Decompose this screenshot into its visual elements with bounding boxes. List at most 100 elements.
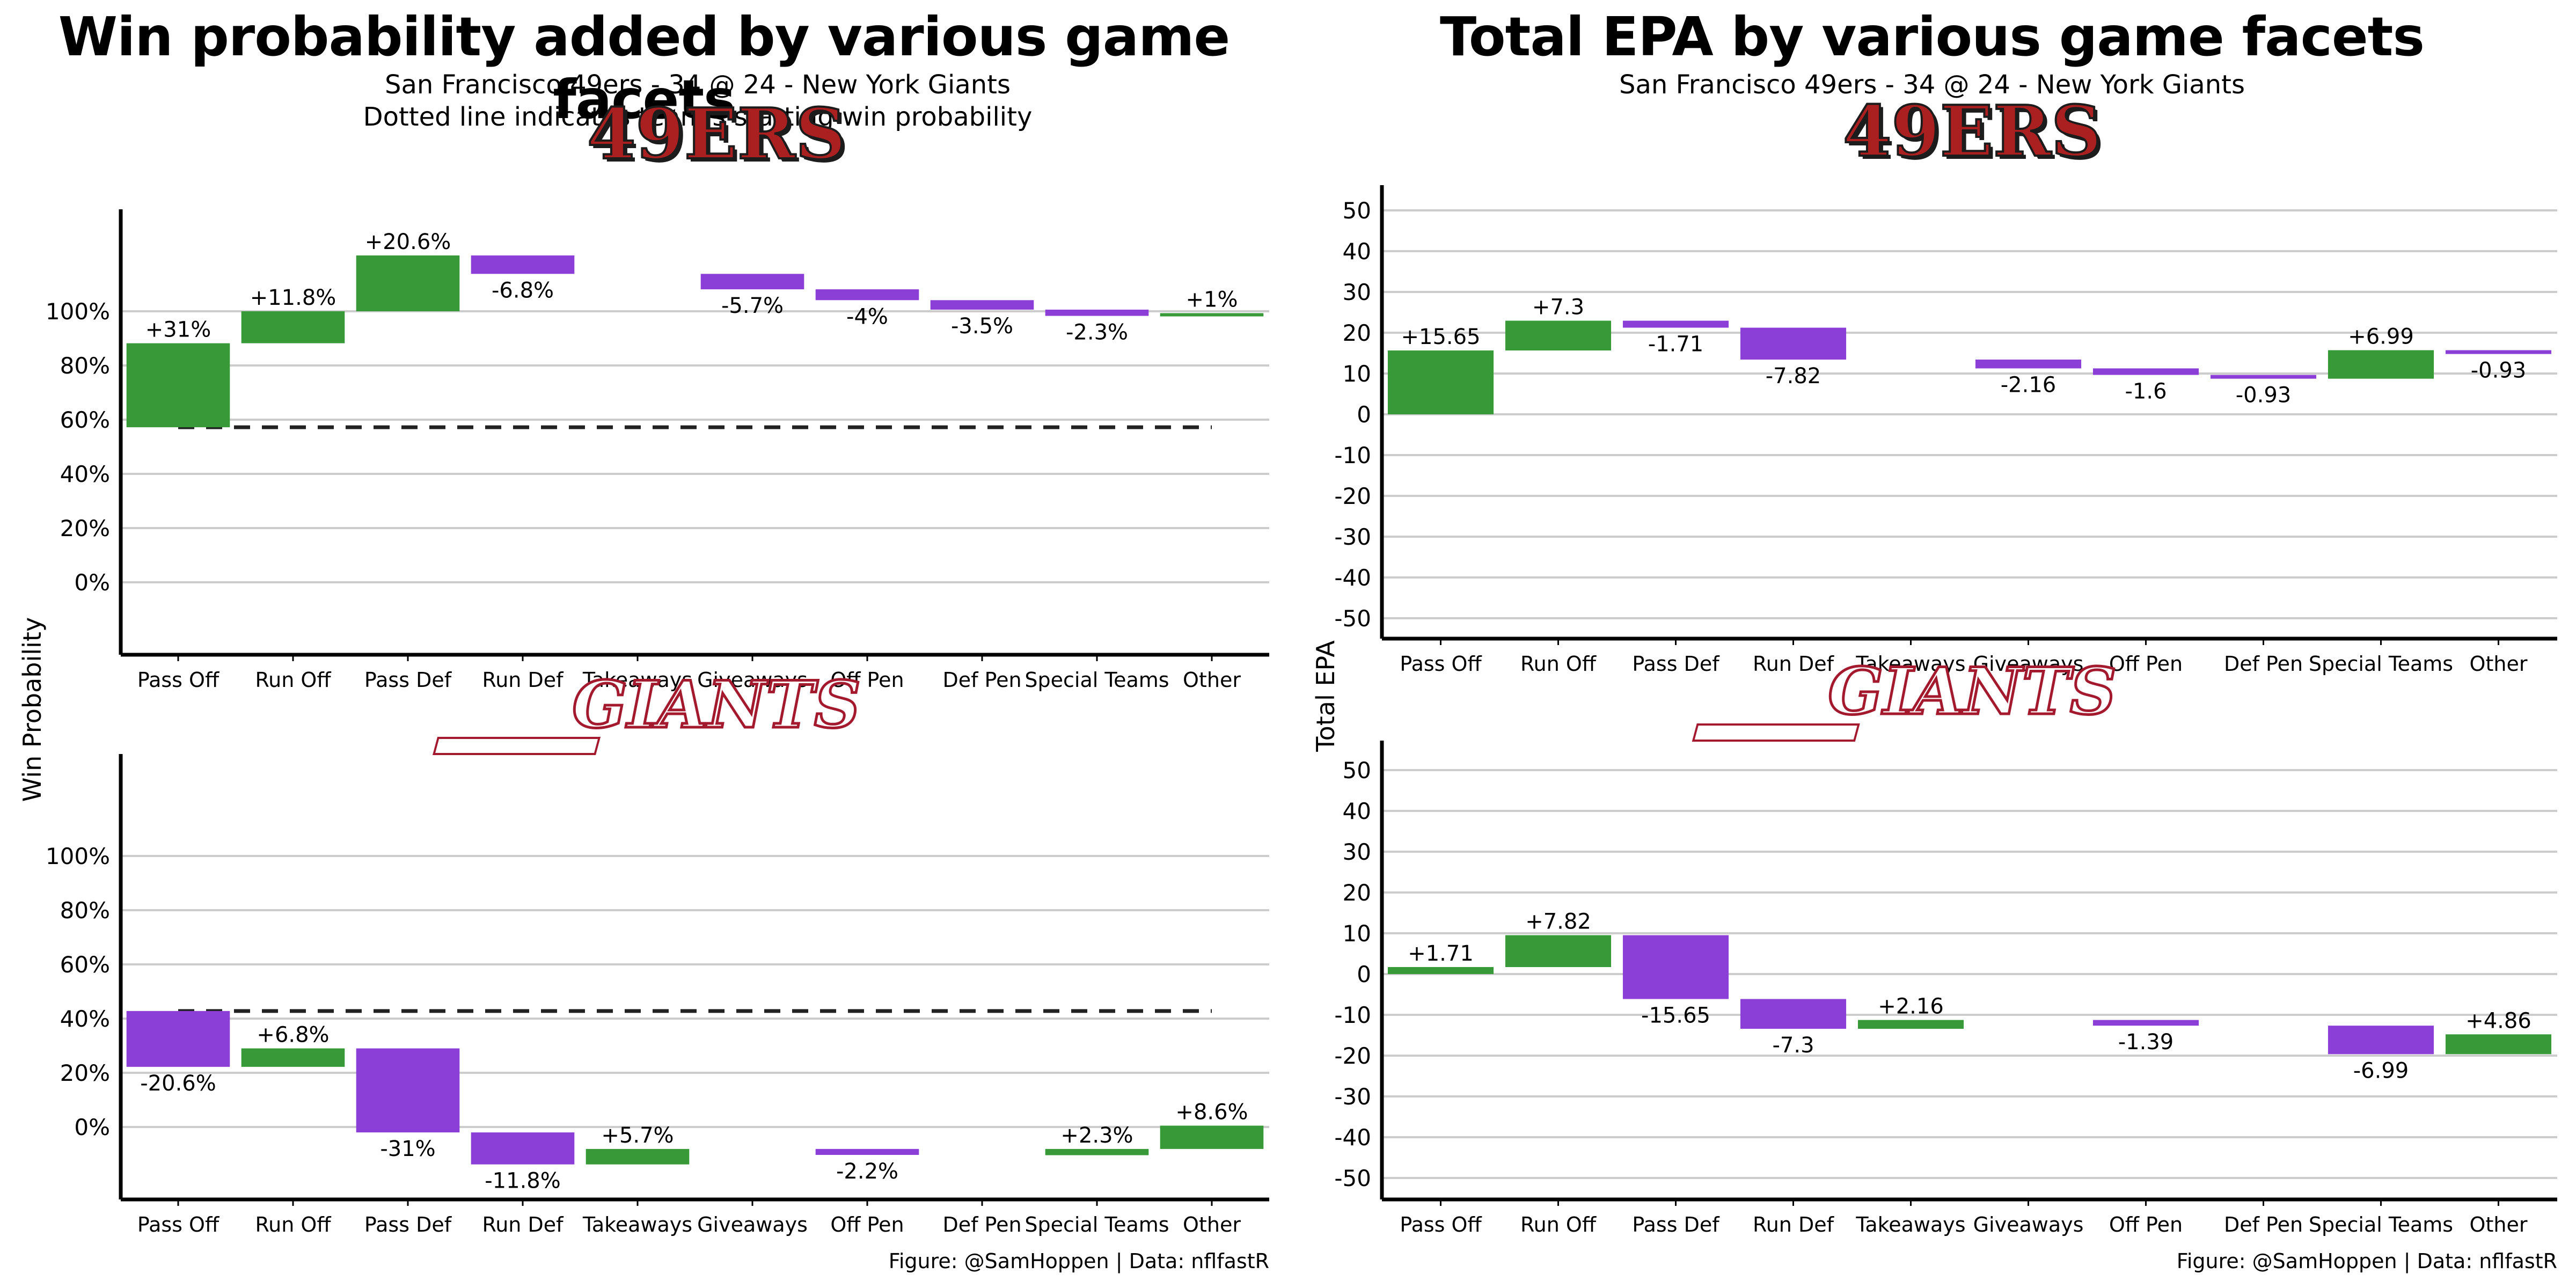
x-tick-label: Def Pen (2224, 652, 2303, 676)
bar (1505, 320, 1612, 351)
team-logo-underline (432, 737, 601, 755)
data-label: +5.7% (601, 1123, 674, 1148)
bar (2092, 1020, 2199, 1026)
y-tick-label: -30 (1334, 524, 1371, 550)
x-tick-label: Takeaways (582, 1213, 692, 1236)
y-tick-label: 50 (1343, 757, 1371, 784)
bar (241, 311, 345, 343)
bar (471, 1132, 575, 1165)
bar (126, 343, 230, 428)
bar (356, 255, 460, 311)
bar (815, 1148, 919, 1155)
bar (471, 255, 575, 274)
data-label: +11.8% (250, 286, 336, 310)
y-tick-label: -20 (1334, 1043, 1371, 1069)
x-tick-label: Run Def (1753, 1213, 1835, 1236)
x-tick-label: Pass Off (1400, 1213, 1482, 1236)
data-label: -3.5% (951, 314, 1013, 339)
x-tick-label: Giveaways (1973, 652, 2084, 676)
y-tick-label: 100% (46, 298, 110, 325)
x-tick-label: Other (2470, 652, 2528, 676)
y-tick-label: 20 (1343, 880, 1371, 906)
x-tick-label: Def Pen (942, 668, 1021, 692)
bar (241, 1048, 345, 1067)
team-logo-underline (1692, 723, 1860, 742)
y-tick-label: 40% (60, 461, 110, 487)
y-tick-label: 50 (1343, 197, 1371, 224)
x-tick-label: Special Teams (2309, 1213, 2453, 1236)
y-tick-label: 40 (1343, 798, 1371, 824)
left-chart-subtitle: San Francisco 49ers - 34 @ 24 - New York… (385, 70, 1011, 100)
y-tick-label: 20 (1343, 320, 1371, 346)
data-label: -5.7% (721, 294, 784, 318)
team-logo-49ers: 49ERS (1843, 90, 2102, 172)
data-label: -31% (380, 1137, 435, 1161)
bar (1740, 327, 1847, 360)
x-tick-label: Def Pen (2224, 1213, 2303, 1236)
bar (1387, 350, 1494, 414)
y-tick-label: 10 (1343, 920, 1371, 947)
x-tick-label: Run Off (255, 1213, 331, 1236)
data-label: -11.8% (485, 1169, 561, 1194)
bar (815, 289, 919, 301)
x-tick-label: Takeaways (582, 668, 692, 692)
bar (1857, 1020, 1964, 1029)
y-tick-label: -10 (1334, 1002, 1371, 1028)
x-tick-label: Run Off (1520, 1213, 1597, 1236)
bar (1740, 999, 1847, 1029)
x-tick-label: Special Teams (1024, 1213, 1169, 1236)
y-tick-label: -30 (1334, 1084, 1371, 1110)
y-tick-label: 0 (1357, 961, 1371, 987)
y-tick-label: 80% (60, 897, 110, 924)
bar (356, 1048, 460, 1133)
x-tick-label: Special Teams (2309, 652, 2453, 676)
data-label: +1.71 (1408, 941, 1474, 966)
data-label: -15.65 (1641, 1004, 1710, 1028)
y-tick-label: 40% (60, 1006, 110, 1032)
data-label: +1% (1186, 288, 1238, 312)
y-tick-label: 60% (60, 407, 110, 433)
panel-3: -50 -40 -30 -20 -10 0 10 20 30 40 50 Pass Off Run Of… (1334, 89, 2557, 676)
bar (2210, 375, 2317, 379)
team-logo-shadow: 49ERS (1846, 93, 2105, 175)
data-label: -0.93 (2236, 383, 2292, 408)
bar (2092, 368, 2199, 375)
team-logo-shadow: 49ERS (590, 96, 849, 178)
right-chart-subtitle: San Francisco 49ers - 34 @ 24 - New York… (1619, 70, 2245, 100)
left-caption: Figure: @SamHoppen | Data: nflfastR (888, 1249, 1269, 1273)
bar (1387, 967, 1494, 974)
data-label: +15.65 (1401, 325, 1480, 349)
x-tick-label: Takeaways (1855, 652, 1965, 676)
x-tick-label: Giveaways (1973, 1213, 2084, 1236)
x-tick-label: Other (2470, 1213, 2528, 1236)
x-tick-label: Pass Off (1400, 652, 1482, 676)
data-label: +20.6% (365, 230, 451, 254)
panel-4: -50 -40 -30 -20 -10 0 10 20 30 40 50 Pass Off Run Of… (1334, 653, 2557, 1236)
y-tick-label: 40 (1343, 238, 1371, 265)
data-label: -7.82 (1766, 364, 1821, 389)
x-tick-label: Pass Def (1632, 1213, 1720, 1236)
bar (930, 300, 1034, 310)
y-tick-label: -40 (1334, 1124, 1371, 1151)
y-tick-label: 10 (1343, 361, 1371, 387)
bar (1045, 1148, 1149, 1155)
y-tick-label: 30 (1343, 839, 1371, 865)
data-label: -2.2% (836, 1159, 898, 1184)
y-tick-label: 0% (74, 569, 110, 596)
x-tick-label: Def Pen (942, 1213, 1021, 1236)
bar (1622, 935, 1729, 999)
data-label: -1.39 (2118, 1030, 2174, 1055)
x-tick-label: Other (1183, 1213, 1241, 1236)
x-tick-label: Pass Def (1632, 652, 1720, 676)
x-tick-label: Off Pen (2109, 652, 2183, 676)
y-tick-label: 80% (60, 353, 110, 379)
bar (1160, 1125, 1264, 1149)
data-label: -6.8% (492, 278, 554, 303)
bar (1505, 935, 1612, 968)
bar (2328, 1026, 2434, 1055)
x-tick-label: Giveaways (697, 1213, 808, 1236)
data-label: +6.99 (2348, 325, 2414, 349)
bar (2445, 350, 2552, 354)
bar (1622, 320, 1729, 328)
bar (586, 1148, 690, 1165)
